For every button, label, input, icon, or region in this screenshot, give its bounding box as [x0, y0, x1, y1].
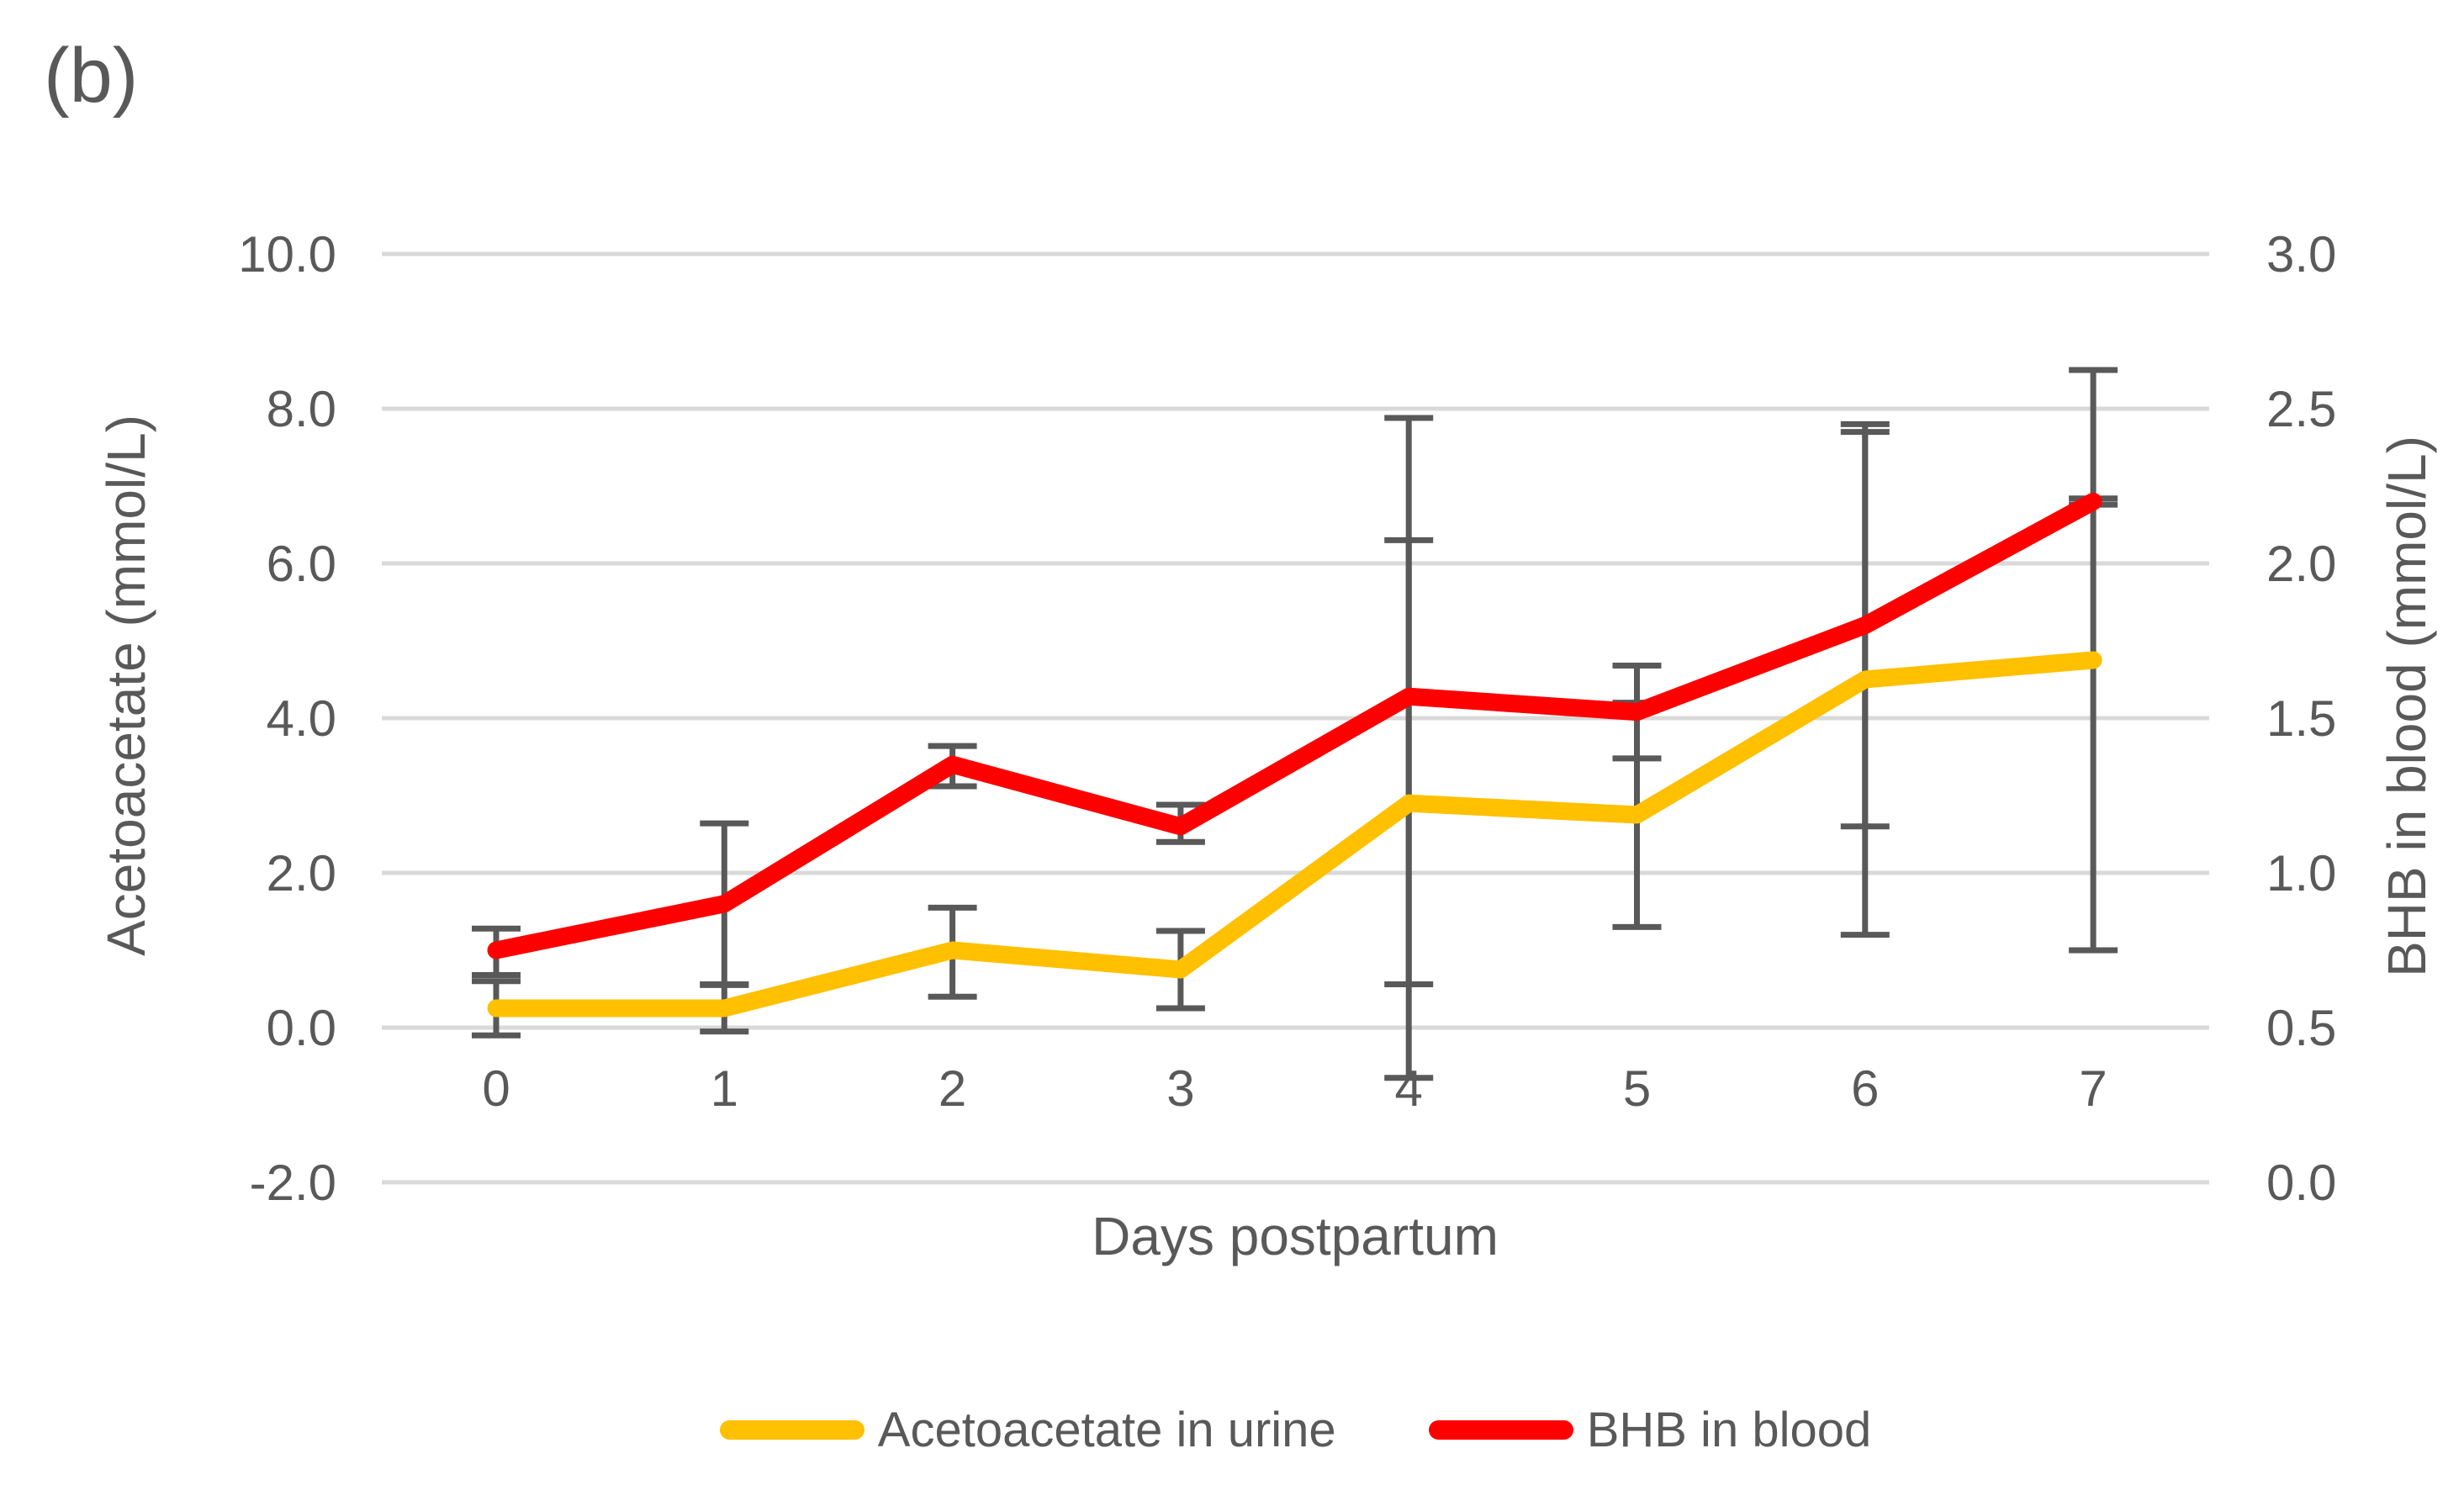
right-axis-title: BHB in blood (mmol/L) — [2377, 436, 2437, 977]
right-axis-tick-label: 1.5 — [2266, 690, 2336, 747]
left-axis-tick-label: 10.0 — [238, 226, 336, 283]
legend-item-acetoacetate: Acetoacetate in urine — [719, 1402, 1336, 1458]
x-axis-tick-label: 4 — [1395, 1060, 1423, 1117]
x-axis-title: Days postpartum — [1092, 1206, 1499, 1266]
right-axis-tick-label: 2.5 — [2266, 381, 2336, 437]
legend-label-acetoacetate: Acetoacetate in urine — [877, 1402, 1336, 1457]
x-axis-tick-label: 5 — [1623, 1060, 1651, 1117]
right-axis-tick-label: 2.0 — [2266, 536, 2336, 592]
legend-item-bhb: BHB in blood — [1428, 1402, 1872, 1458]
legend-swatch-bhb-icon — [1428, 1419, 1573, 1440]
left-axis-title: Acetoacetate (mmol/L) — [96, 415, 156, 956]
left-axis-tick-label: 2.0 — [267, 845, 336, 901]
right-axis-tick-label: 0.0 — [2266, 1155, 2336, 1211]
legend-label-bhb: BHB in blood — [1586, 1402, 1872, 1457]
x-axis-tick-label: 0 — [482, 1060, 510, 1117]
series-line-acetoacetate — [487, 651, 2102, 1018]
left-axis-tick-label: 8.0 — [267, 381, 336, 437]
left-axis-tick-label: 4.0 — [267, 690, 336, 747]
series-line-bhb — [487, 492, 2102, 959]
x-axis-tick-label: 1 — [711, 1060, 738, 1117]
x-axis-tick-label: 7 — [2079, 1060, 2107, 1117]
right-axis-tick-label: 3.0 — [2266, 226, 2336, 283]
right-axis-tick-label: 0.5 — [2266, 1000, 2336, 1056]
x-axis-tick-label: 6 — [1851, 1060, 1879, 1117]
x-axis-tick-label: 2 — [939, 1060, 966, 1117]
right-axis-tick-label: 1.0 — [2266, 845, 2336, 901]
panel-label: (b) — [44, 33, 139, 119]
legend: Acetoacetate in urine BHB in blood — [382, 1392, 2209, 1467]
legend-swatch-acetoacetate-icon — [719, 1419, 865, 1440]
left-axis-tick-label: 6.0 — [267, 536, 336, 592]
left-axis-tick-label: 0.0 — [267, 1000, 336, 1056]
x-axis-tick-label: 3 — [1166, 1060, 1194, 1117]
left-axis-tick-label: -2.0 — [250, 1155, 336, 1211]
